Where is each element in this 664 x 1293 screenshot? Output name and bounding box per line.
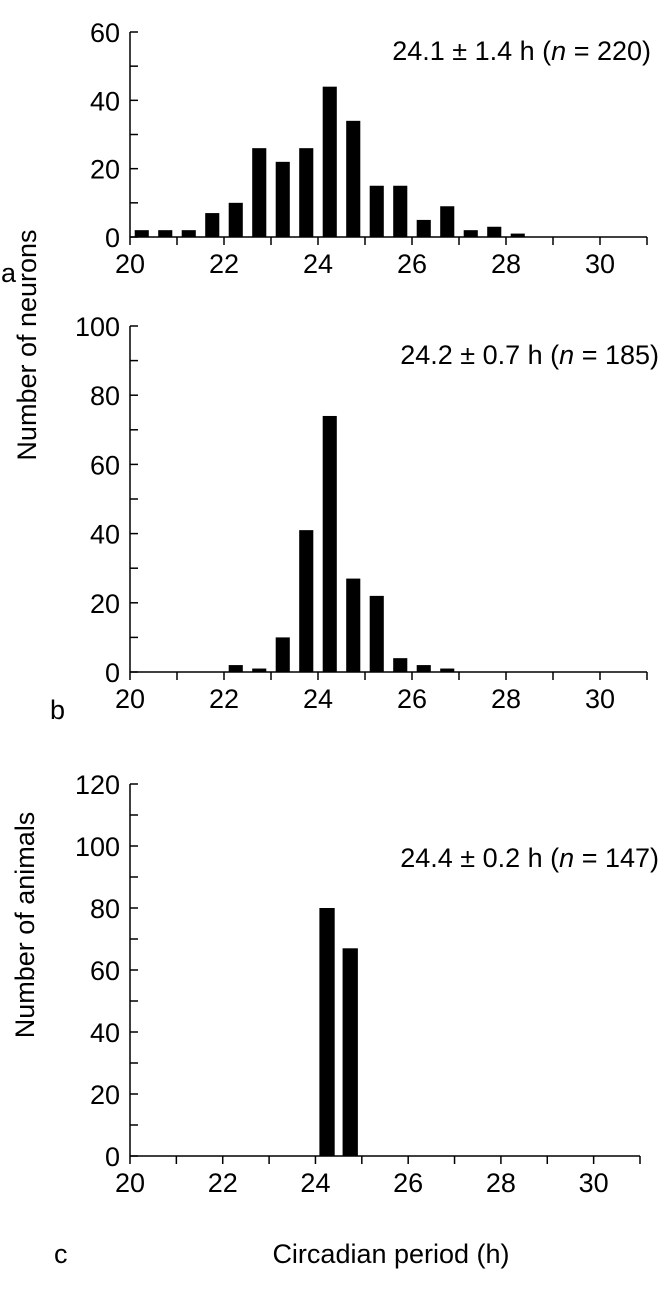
panel-a-bar (487, 226, 502, 237)
panel-b-axes (129, 325, 648, 680)
panel-c-bars (319, 908, 358, 1156)
panel-b-x-tick-label: 28 (491, 684, 521, 714)
panel-a-bar (416, 219, 431, 237)
x-axis-title: Circadian period (h) (272, 1239, 509, 1269)
panel-c-x-tick-label: 22 (208, 1168, 238, 1198)
panel-b-y-tick-label: 80 (90, 381, 120, 411)
panel-a-x-tick-label: 26 (397, 249, 427, 279)
panel-b-bar (275, 637, 290, 672)
panel-b-bar (299, 530, 314, 672)
panel-c-x-tick-label: 20 (115, 1168, 145, 1198)
y-axis-title-animals: Number of animals (10, 812, 40, 1039)
panel-b-x-tick-label: 30 (585, 684, 615, 714)
panel-b-bar (322, 415, 337, 672)
panel-a-bar (181, 230, 196, 237)
panel-b-y-tick-label: 60 (90, 450, 120, 480)
panel-a-bar (463, 230, 478, 237)
panel-a-bar (134, 230, 149, 237)
panel-a-bar (299, 148, 314, 237)
panel-a-bar (322, 86, 337, 238)
panel-a-annotation: 24.1 ± 1.4 h (n = 220) (392, 36, 651, 66)
panel-b-bar (369, 595, 384, 672)
panel-c-x-tick-label: 24 (300, 1168, 330, 1198)
panel-b-bar (440, 668, 455, 672)
panel-b-annotation: 24.2 ± 0.7 h (n = 185) (400, 340, 659, 370)
panel-c-y-tick-label: 0 (105, 1142, 120, 1172)
panel-c-x-tick-label: 30 (579, 1168, 609, 1198)
panel-c-bar (319, 908, 335, 1156)
y-axis-title-neurons: Number of neurons (12, 229, 42, 460)
panel-a-x-tick-label: 24 (303, 249, 333, 279)
panel-a-bar (393, 185, 408, 237)
panel-a-x-tick-label: 22 (209, 249, 239, 279)
panel-a-bar (346, 120, 361, 237)
panel-c-x-tick-label: 26 (393, 1168, 423, 1198)
panel-a-x-tick-label: 20 (115, 249, 145, 279)
panel-a-bar (510, 233, 525, 237)
panel-a-bar (158, 230, 173, 237)
panel-a-y-tick-label: 40 (90, 86, 120, 116)
panel-a-letter: a (1, 258, 17, 288)
panel-b-bar (416, 665, 431, 672)
panel-a-y-tick-label: 0 (105, 223, 120, 253)
panel-a-bars (134, 86, 525, 238)
panel-b-y-tick-label: 40 (90, 520, 120, 550)
panel-c-y-tick-label: 120 (75, 770, 120, 800)
panel-a-x-tick-label: 30 (585, 249, 615, 279)
panel-b-x-tick-label: 26 (397, 684, 427, 714)
panel-a-y-tick-label: 20 (90, 155, 120, 185)
panel-b-y-tick-label: 0 (105, 658, 120, 688)
panel-c-y-tick-label: 60 (90, 956, 120, 986)
panel-c-letter: c (54, 1239, 68, 1269)
panel-b-x-tick-label: 24 (303, 684, 333, 714)
panel-b-bar (346, 578, 361, 672)
panel-c-y-tick-label: 100 (75, 832, 120, 862)
panel-a-bar (228, 202, 243, 237)
panel-a-bar (275, 161, 290, 237)
panel-c-annotation: 24.4 ± 0.2 h (n = 147) (400, 843, 659, 873)
panel-b-y-tick-label: 100 (75, 312, 120, 342)
panel-a-bar (440, 206, 455, 237)
panel-a-bar (205, 213, 220, 237)
panel-b-x-tick-label: 20 (115, 684, 145, 714)
panel-c-y-tick-label: 20 (90, 1080, 120, 1110)
panel-c-bar (342, 948, 358, 1156)
panel-a-bar (369, 185, 384, 237)
panel-c-y-tick-label: 40 (90, 1018, 120, 1048)
panel-b-bars (228, 415, 455, 672)
panel-b-x-tick-label: 22 (209, 684, 239, 714)
panel-a-y-tick-label: 60 (90, 18, 120, 48)
panel-b-letter: b (50, 695, 65, 725)
panel-c-y-tick-label: 80 (90, 894, 120, 924)
panel-b-bar (252, 668, 267, 672)
panel-b-y-tick-label: 20 (90, 589, 120, 619)
panel-b-bar (228, 665, 243, 672)
panel-a-bar (252, 148, 267, 237)
panel-c-axes (129, 783, 641, 1164)
panel-a-x-tick-label: 28 (491, 249, 521, 279)
panel-c-x-tick-label: 28 (486, 1168, 516, 1198)
panel-b-bar (393, 658, 408, 672)
